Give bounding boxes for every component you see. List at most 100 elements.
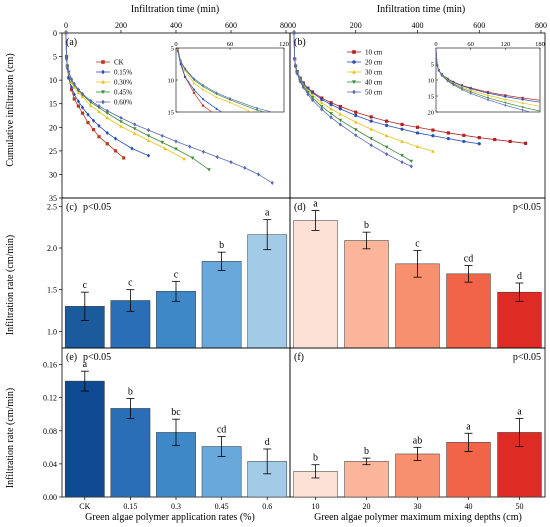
marker-triangle-down (146, 134, 151, 138)
bar (110, 408, 151, 498)
significance-letter: a (517, 406, 522, 417)
marker-circle (400, 127, 404, 131)
marker-diamond (130, 146, 134, 151)
significance-letter: d (265, 437, 270, 448)
marker-triangle (352, 69, 356, 74)
marker-triangle-down (201, 85, 205, 88)
x-tick-label: 0.45 (215, 502, 229, 511)
marker-triangle-down (521, 106, 524, 109)
marker-triangle (355, 141, 357, 143)
marker-triangle-down (119, 120, 123, 124)
inset-x-tick-label: 120 (500, 41, 510, 48)
marker-triangle (486, 94, 490, 97)
marker-triangle (182, 156, 187, 161)
marker-square (493, 137, 497, 142)
marker-diamond (354, 133, 358, 138)
marker-square (352, 50, 356, 54)
panel-d: a b c cd d (d) p<0.05 (289, 197, 546, 349)
legend-entry: 20 cm (365, 59, 383, 67)
x-tick-label: 0.3 (171, 502, 181, 511)
marker-diamond (179, 62, 182, 66)
marker-triangle-down (535, 172, 537, 174)
inset-series-line (177, 48, 274, 112)
marker-square (337, 175, 339, 177)
top-xlabel-left: Infiltration time (min) (131, 4, 219, 15)
marker-triangle-down (207, 168, 211, 172)
marker-triangle (338, 112, 343, 116)
y-tick-label: 2.5 (47, 202, 57, 211)
marker-square (385, 119, 389, 123)
x-tick-label: 600 (473, 21, 485, 30)
marker-square (201, 104, 205, 107)
marker-triangle-down (352, 80, 356, 85)
p-value: p<0.05 (83, 202, 111, 213)
marker-diamond (293, 56, 297, 62)
legend-entry: 0.45% (114, 89, 132, 97)
marker-triangle (119, 124, 123, 128)
marker-square (215, 114, 217, 116)
marker-diamond (105, 108, 109, 113)
significance-letter: b (313, 453, 318, 464)
significance-letter: a (466, 421, 471, 432)
marker-triangle (88, 103, 93, 108)
marker-diamond (521, 108, 524, 112)
marker-triangle-down (190, 156, 195, 160)
marker-diamond (437, 69, 440, 73)
inset-frame (435, 47, 541, 113)
marker-triangle-down (310, 124, 312, 126)
y-tick-label: 1.5 (47, 286, 57, 295)
marker-square (113, 149, 118, 153)
marker-diamond (436, 64, 439, 68)
marker-triangle (201, 88, 205, 91)
marker-square (508, 139, 512, 144)
marker-diamond (247, 125, 249, 128)
significance-letter: cd (464, 254, 473, 265)
marker-diamond (76, 87, 80, 92)
marker-circle (469, 87, 472, 90)
y-tick-label: 15 (49, 100, 57, 109)
marker-square (523, 141, 528, 145)
marker-square (247, 137, 249, 139)
marker-circle (320, 97, 324, 102)
marker-triangle-down (255, 109, 259, 112)
marker-square (329, 101, 333, 105)
marker-triangle-down (353, 128, 358, 132)
marker-diamond (352, 89, 356, 95)
marker-triangle-down (215, 93, 218, 96)
inset-x-tick-label: 0 (434, 41, 437, 48)
marker-triangle (228, 101, 232, 104)
marker-diamond (119, 115, 123, 120)
marker-diamond (105, 130, 109, 136)
marker-triangle (310, 93, 315, 97)
marker-square (415, 125, 420, 129)
marker-triangle-down (283, 116, 285, 118)
marker-diamond (133, 122, 137, 127)
bar (344, 461, 389, 498)
marker-square (192, 91, 196, 94)
y-tick-label: 2.0 (47, 244, 57, 253)
inset-y-tick-label: 5 (171, 46, 174, 53)
ylabel-rate-mid: Infiltration rate (cm/min) (5, 235, 16, 336)
marker-circle (354, 113, 358, 118)
marker-circle (462, 139, 466, 144)
marker-diamond (160, 133, 164, 138)
significance-letter: c (83, 280, 88, 291)
marker-circle (310, 91, 315, 95)
x-tick-label: 600 (225, 21, 237, 30)
marker-triangle (521, 101, 524, 105)
marker-diamond (97, 123, 101, 128)
marker-square (80, 111, 85, 115)
marker-diamond (192, 77, 196, 81)
bar (64, 380, 105, 498)
marker-triangle (353, 120, 358, 124)
marker-triangle-down (105, 111, 110, 116)
marker-diamond (385, 152, 389, 157)
significance-letter: ab (413, 435, 422, 446)
y-tick-label: 0.04 (43, 460, 57, 469)
y-tick-label: 20 (49, 123, 57, 132)
marker-triangle-down (174, 147, 178, 151)
marker-circle (338, 107, 342, 111)
series-line (293, 32, 412, 167)
marker-diamond (113, 136, 118, 141)
marker-square (521, 96, 524, 100)
